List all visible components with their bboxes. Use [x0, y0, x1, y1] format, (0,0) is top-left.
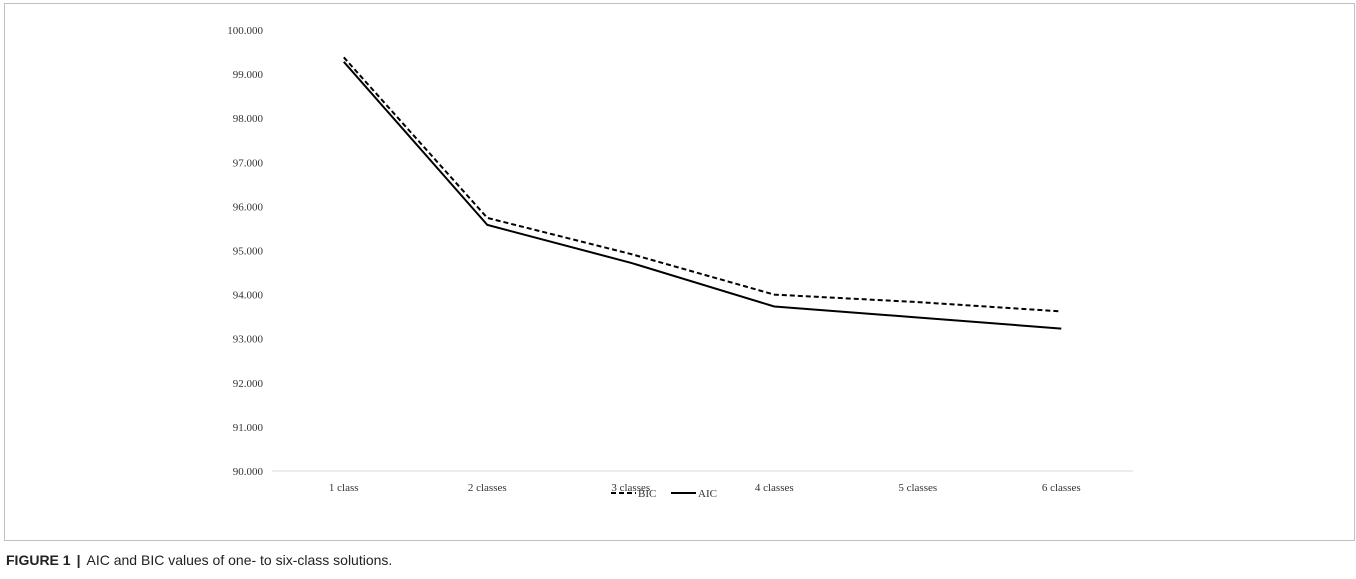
y-tick-label: 99.000	[233, 69, 264, 81]
y-tick-label: 92.000	[233, 378, 264, 390]
chart-frame: 90.000 91.000 92.000 93.000 94.000 95.000 96.0…	[4, 3, 1355, 541]
caption-separator: |	[76, 552, 81, 568]
y-tick-label: 91.000	[233, 422, 264, 434]
series-line-bic	[343, 56, 1062, 313]
x-tick-label: 3 classes	[611, 482, 650, 494]
line-chart: 90.000 91.000 92.000 93.000 94.000 95.000 96.0…	[227, 25, 1133, 500]
x-tick-label: 4 classes	[755, 482, 794, 494]
series-line-aic	[343, 61, 1062, 330]
y-tick-label: 97.000	[233, 157, 264, 169]
y-tick-label: 100.000	[227, 25, 263, 37]
y-tick-label: 96.000	[233, 201, 264, 213]
x-tick-label: 1 class	[329, 482, 359, 494]
y-tick-label: 95.000	[233, 246, 264, 258]
x-tick-label: 2 classes	[468, 482, 507, 494]
figure-label: FIGURE 1	[6, 552, 71, 568]
legend-label-bic: BIC	[638, 488, 656, 500]
legend-label-aic: AIC	[698, 488, 717, 500]
x-tick-label: 6 classes	[1042, 482, 1081, 494]
x-tick-label: 5 classes	[898, 482, 937, 494]
y-tick-label: 94.000	[233, 290, 264, 302]
y-tick-label: 98.000	[233, 113, 264, 125]
y-tick-label: 93.000	[233, 334, 264, 346]
y-tick-label: 90.000	[233, 466, 264, 478]
caption-text: AIC and BIC values of one- to six-class …	[86, 552, 393, 568]
figure-caption: FIGURE 1 | AIC and BIC values of one- to s…	[6, 552, 392, 568]
